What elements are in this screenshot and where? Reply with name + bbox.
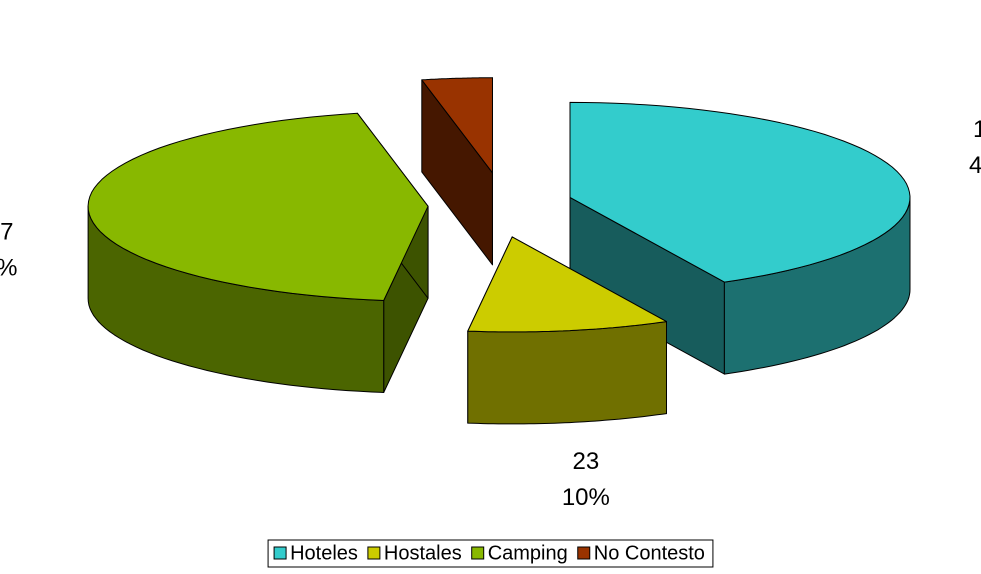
data-label: 43%	[969, 152, 981, 179]
data-label: 107	[0, 219, 13, 246]
data-label: 23	[573, 448, 600, 475]
legend-label: Hoteles	[290, 542, 358, 564]
slice-wall	[468, 322, 667, 424]
legend-label: Hostales	[384, 542, 462, 564]
data-label: 10%	[562, 484, 610, 511]
legend-swatch	[472, 547, 484, 559]
data-label: 44%	[0, 255, 17, 282]
legend-label: No Contesto	[594, 542, 705, 564]
data-label: 102	[973, 116, 981, 143]
legend-swatch	[274, 547, 286, 559]
legend-swatch	[578, 547, 590, 559]
legend: Hoteles Hostales Camping No Contesto	[268, 540, 713, 567]
legend-label: Camping	[488, 542, 568, 564]
legend-swatch	[368, 547, 380, 559]
